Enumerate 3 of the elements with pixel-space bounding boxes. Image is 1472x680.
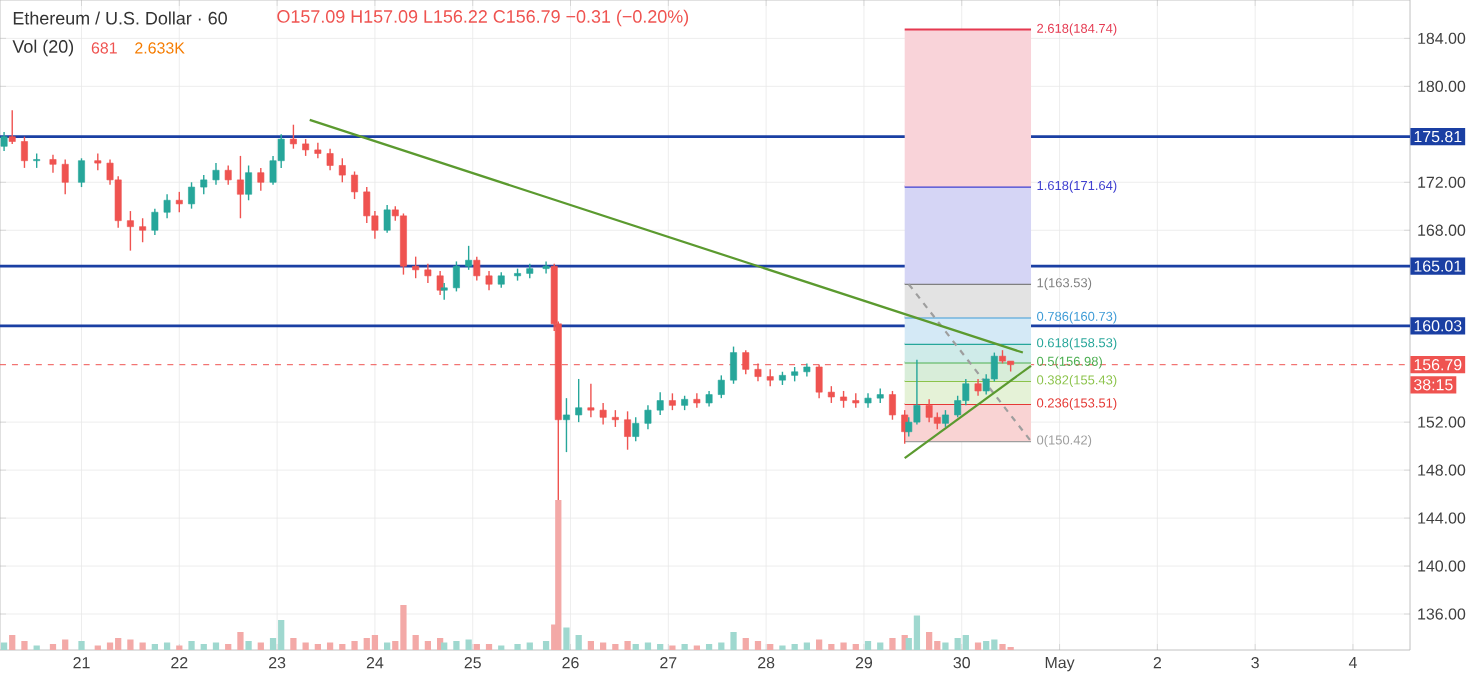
chart-title: Vol (20)	[12, 39, 74, 57]
text: O157.09 H157.09 L156.22 C156.79 −0.31 (−0.20%)	[277, 9, 689, 27]
text: Ethereum / U.S. Dollar · 60	[13, 11, 227, 25]
